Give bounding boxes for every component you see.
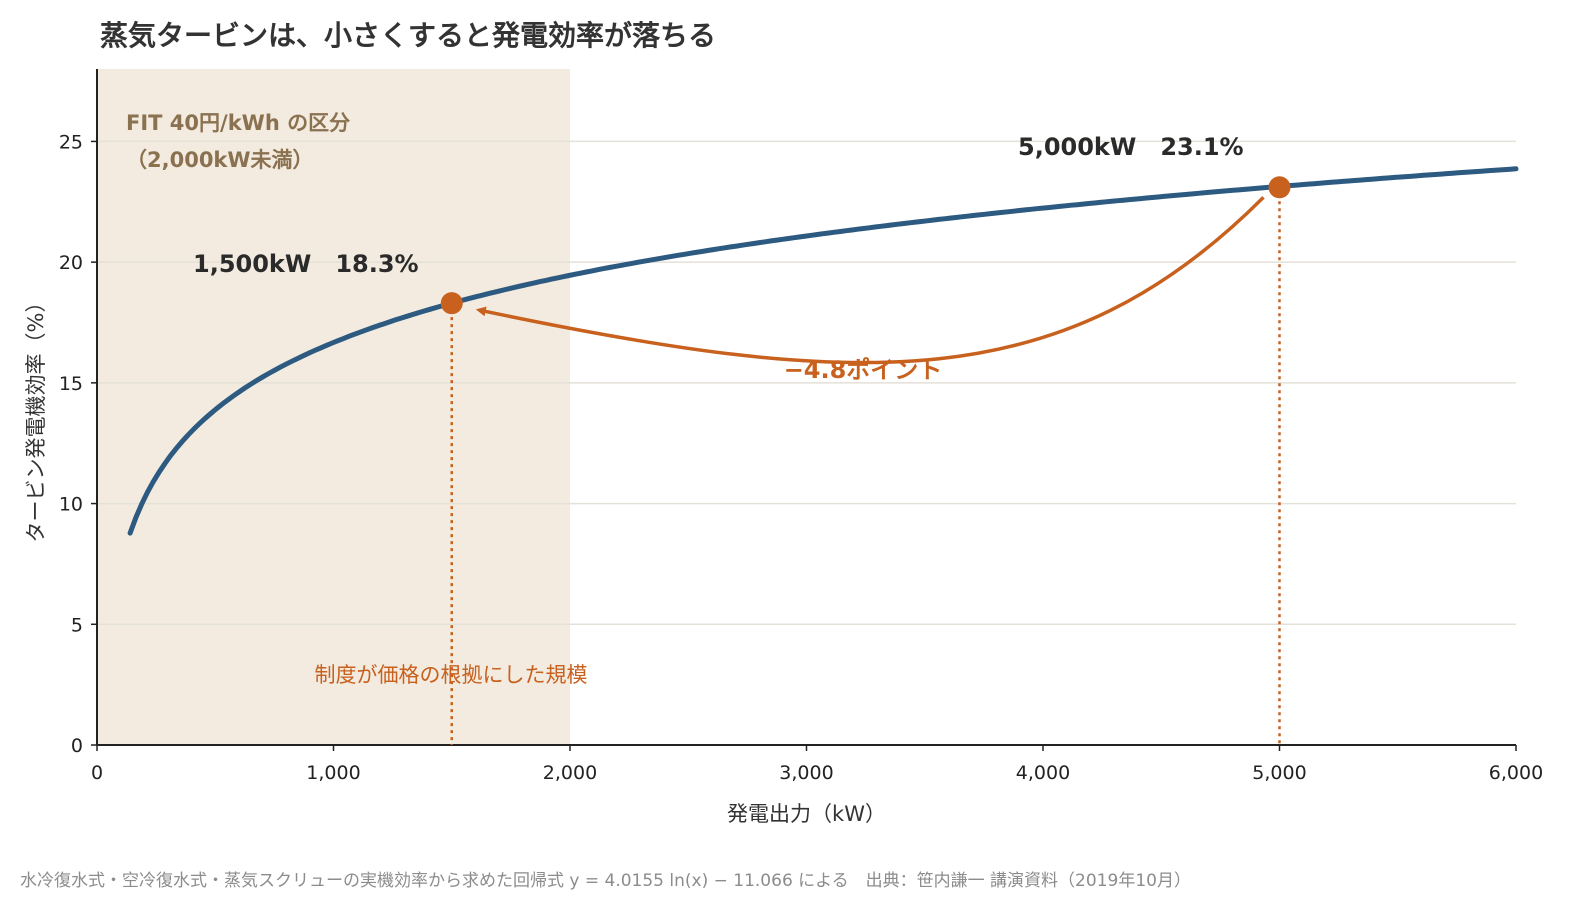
y-tick-label: 15 [59, 373, 83, 395]
y-tick-label: 5 [71, 614, 83, 636]
shaded-region-sublabel: （2,000kW未満） [126, 148, 314, 172]
y-axis-title: タービン発電機効率（%） [24, 292, 48, 543]
x-axis-ticks: 0 1,000 2,000 3,000 4,000 5,000 6,000 [91, 745, 1543, 784]
x-tick-label: 6,000 [1489, 762, 1543, 784]
drop-annotation: −4.8ポイント [784, 356, 943, 384]
drop-arrow [475, 196, 1265, 365]
highlight-point-1500 [440, 292, 463, 315]
x-tick-label: 0 [91, 762, 103, 784]
x-tick-label: 4,000 [1016, 762, 1070, 784]
basis-scale-caption: 制度が価格の根拠にした規模 [315, 663, 588, 687]
point-label-5000: 5,000kW 23.1% [1018, 133, 1244, 161]
x-axis-title: 発電出力（kW） [727, 802, 886, 826]
point-label-1500: 1,500kW 18.3% [193, 250, 419, 278]
shaded-region-label: FIT 40円/kWh の区分 [126, 111, 350, 135]
x-tick-label: 2,000 [543, 762, 597, 784]
y-tick-label: 20 [59, 252, 83, 274]
x-tick-label: 1,000 [306, 762, 360, 784]
y-tick-label: 10 [59, 494, 83, 516]
footnote: 水冷復水式・空冷復水式・蒸気スクリューの実機効率から求めた回帰式 y = 4.0… [20, 871, 1191, 891]
chart-title: 蒸気タービンは、小さくすると発電効率が落ちる [100, 19, 716, 52]
fit-shaded-region [97, 69, 570, 745]
y-tick-label: 0 [71, 735, 83, 757]
x-tick-label: 3,000 [779, 762, 833, 784]
highlight-point-5000 [1268, 176, 1291, 199]
y-tick-label: 25 [59, 131, 83, 153]
y-axis-ticks: 0 5 10 15 20 25 [59, 131, 97, 757]
x-tick-label: 5,000 [1252, 762, 1306, 784]
